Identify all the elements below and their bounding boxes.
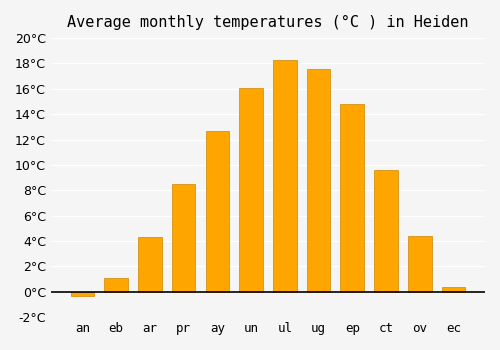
Bar: [172, 184, 196, 292]
Bar: [306, 69, 330, 292]
Bar: [104, 278, 128, 292]
Title: Average monthly temperatures (°C ) in Heiden: Average monthly temperatures (°C ) in He…: [67, 15, 468, 30]
Bar: [273, 60, 296, 292]
Bar: [70, 292, 94, 296]
Bar: [240, 88, 263, 292]
Bar: [340, 104, 364, 292]
Bar: [442, 287, 466, 292]
Bar: [138, 237, 162, 292]
Bar: [374, 170, 398, 292]
Bar: [206, 131, 229, 292]
Bar: [408, 236, 432, 292]
